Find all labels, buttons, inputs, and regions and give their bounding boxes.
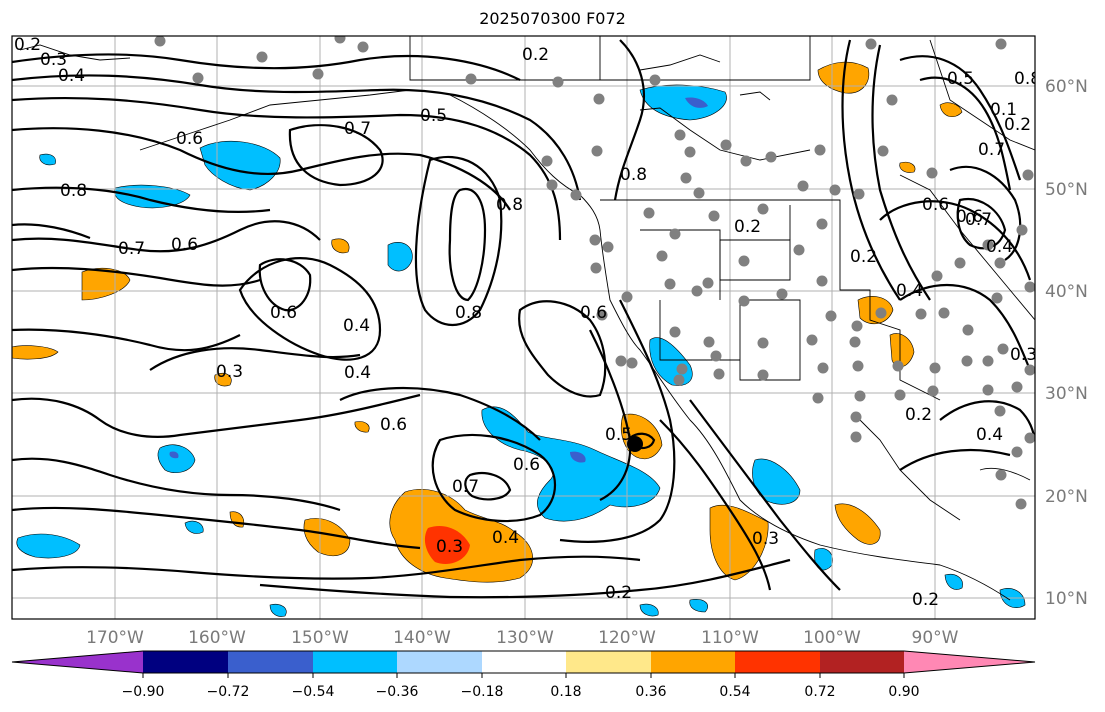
- lon-label: 110°W: [701, 628, 759, 648]
- svg-text:0.8: 0.8: [1014, 69, 1041, 89]
- svg-text:0.3: 0.3: [40, 50, 67, 70]
- graticule: [12, 36, 1035, 619]
- svg-text:0.5: 0.5: [605, 425, 632, 445]
- lat-label: 10°N: [1045, 589, 1088, 609]
- colorbar-tick-label: 0.54: [719, 684, 750, 700]
- svg-text:0.4: 0.4: [344, 363, 371, 383]
- svg-text:0.6: 0.6: [176, 129, 203, 149]
- latitude-labels: 60°N 50°N 40°N 30°N 20°N 10°N: [1045, 77, 1088, 609]
- svg-text:0.5: 0.5: [420, 106, 447, 126]
- svg-text:0.3: 0.3: [436, 537, 463, 557]
- colorbar-tick-label: −0.36: [376, 684, 419, 700]
- colorbar: −0.90 −0.72 −0.54 −0.36 −0.18 0.18 0.36 …: [11, 650, 1036, 700]
- svg-text:0.6: 0.6: [513, 455, 540, 475]
- svg-text:0.3: 0.3: [1010, 345, 1037, 365]
- svg-text:0.5: 0.5: [947, 69, 974, 89]
- plot-frame: [11, 35, 1036, 620]
- colorbar-tick-label: −0.54: [292, 684, 335, 700]
- svg-text:0.6: 0.6: [380, 415, 407, 435]
- svg-text:0.6: 0.6: [171, 235, 198, 255]
- svg-text:0.1: 0.1: [990, 100, 1017, 120]
- svg-text:0.2: 0.2: [734, 217, 761, 237]
- colorbar-tick-label: 0.90: [888, 684, 919, 700]
- lat-label: 60°N: [1045, 77, 1088, 97]
- contour-lines: [12, 39, 1035, 599]
- lon-label: 150°W: [291, 628, 349, 648]
- lon-label: 90°W: [912, 628, 959, 648]
- svg-text:0.6: 0.6: [956, 207, 983, 227]
- svg-text:0.7: 0.7: [965, 210, 992, 230]
- svg-text:0.8: 0.8: [620, 165, 647, 185]
- storm-center-marker: [627, 436, 643, 452]
- colorbar-tick-label: 0.18: [550, 684, 581, 700]
- svg-text:0.6: 0.6: [580, 303, 607, 323]
- svg-text:0.4: 0.4: [492, 528, 519, 548]
- lon-label: 170°W: [86, 628, 144, 648]
- lon-label: 100°W: [803, 628, 861, 648]
- svg-text:0.7: 0.7: [452, 477, 479, 497]
- svg-text:0.7: 0.7: [344, 119, 371, 139]
- lat-label: 50°N: [1045, 180, 1088, 200]
- svg-text:0.3: 0.3: [216, 362, 243, 382]
- svg-text:0.2: 0.2: [605, 583, 632, 603]
- svg-text:0.8: 0.8: [496, 195, 523, 215]
- colorbar-tick-label: −0.72: [207, 684, 250, 700]
- colorbar-tick-label: −0.90: [122, 684, 165, 700]
- svg-text:0.8: 0.8: [60, 181, 87, 201]
- lon-label: 120°W: [598, 628, 656, 648]
- svg-text:0.2: 0.2: [14, 35, 41, 55]
- svg-text:0.2: 0.2: [850, 247, 877, 267]
- svg-text:0.4: 0.4: [58, 66, 85, 86]
- lat-label: 40°N: [1045, 282, 1088, 302]
- longitude-labels: 170°W 160°W 150°W 140°W 130°W 120°W 110°…: [86, 628, 959, 648]
- svg-text:0.4: 0.4: [896, 281, 923, 301]
- lon-label: 130°W: [496, 628, 554, 648]
- svg-text:0.6: 0.6: [922, 195, 949, 215]
- lon-label: 140°W: [393, 628, 451, 648]
- svg-text:0.4: 0.4: [986, 237, 1013, 257]
- lon-label: 160°W: [188, 628, 246, 648]
- station-markers: [154, 36, 1035, 510]
- lat-label: 30°N: [1045, 384, 1088, 404]
- svg-text:0.7: 0.7: [978, 140, 1005, 160]
- svg-text:0.2: 0.2: [912, 590, 939, 610]
- lat-label: 20°N: [1045, 487, 1088, 507]
- svg-text:0.6: 0.6: [270, 303, 297, 323]
- colorbar-tick-label: 0.72: [804, 684, 835, 700]
- colorbar-tick-label: 0.36: [635, 684, 666, 700]
- svg-text:0.8: 0.8: [455, 303, 482, 323]
- svg-text:0.2: 0.2: [522, 45, 549, 65]
- colorbar-tick-label: −0.18: [461, 684, 504, 700]
- svg-text:0.4: 0.4: [343, 316, 370, 336]
- svg-text:0.2: 0.2: [905, 405, 932, 425]
- svg-text:0.7: 0.7: [118, 239, 145, 259]
- svg-text:0.4: 0.4: [976, 425, 1003, 445]
- positive-anomaly-shading: [12, 61, 963, 583]
- contour-labels: 0.2 0.3 0.4 0.6 0.5 0.8 0.7 0.6 0.8 0.7 …: [14, 35, 1041, 610]
- svg-text:0.3: 0.3: [752, 529, 779, 549]
- svg-text:0.2: 0.2: [1004, 115, 1031, 135]
- map-title: 2025070300 F072: [479, 9, 626, 28]
